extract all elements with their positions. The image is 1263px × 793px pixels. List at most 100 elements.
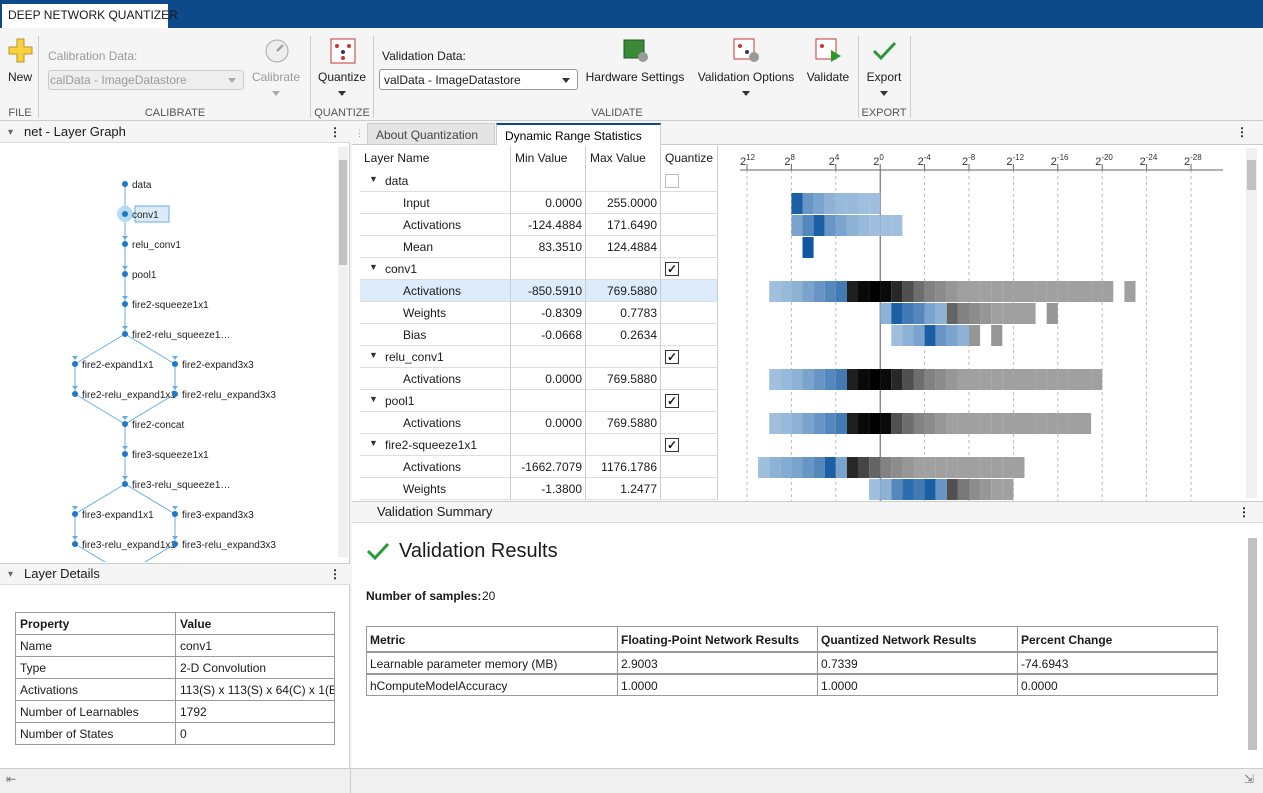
table-cell: [661, 368, 718, 390]
node-label: fire2-squeeze1x1: [132, 300, 209, 311]
validate-icon[interactable]: [815, 38, 843, 64]
validation-cell: 0.0000: [1017, 674, 1218, 696]
scrollbar[interactable]: [1248, 538, 1257, 750]
details-cell: Name: [15, 634, 176, 657]
table-cell: [586, 170, 661, 192]
table-cell: [360, 236, 511, 258]
hist-bin: [869, 479, 880, 500]
validation-cell: 1.0000: [617, 674, 818, 696]
graph-node[interactable]: [122, 271, 128, 277]
expander[interactable]: ▼: [369, 262, 378, 272]
graph-node[interactable]: [122, 481, 128, 487]
status-bar: [0, 768, 1263, 793]
column-header[interactable]: Max Value: [586, 146, 661, 171]
graph-node[interactable]: [122, 451, 128, 457]
hist-bin: [791, 457, 802, 478]
edge-arrow: [122, 416, 128, 420]
hist-bin: [1058, 369, 1069, 390]
quantize-checkbox[interactable]: ✓: [665, 394, 679, 408]
graph-node[interactable]: [72, 511, 78, 517]
hardware-icon[interactable]: [622, 38, 650, 64]
quantize-checkbox[interactable]: [665, 174, 679, 188]
validation-cell: hComputeModelAccuracy: [366, 674, 618, 696]
node-label: fire3-relu_expand3x3: [182, 540, 276, 551]
hist-bin: [803, 369, 814, 390]
expander[interactable]: ▼: [369, 394, 378, 404]
table-cell: [511, 258, 586, 280]
validation-cell: Learnable parameter memory (MB): [366, 652, 618, 674]
layer-name: data: [385, 174, 408, 188]
hist-bin: [803, 193, 814, 214]
hist-bin: [825, 193, 836, 214]
calibrate-icon[interactable]: [264, 38, 290, 64]
min-value: -0.0668: [511, 328, 582, 342]
min-value: -0.8309: [511, 306, 582, 320]
validation-options-icon[interactable]: [733, 38, 761, 64]
expander[interactable]: ▼: [369, 174, 378, 184]
graph-node[interactable]: [122, 181, 128, 187]
hist-bin: [914, 457, 925, 478]
node-label: fire2-relu_expand3x3: [182, 390, 276, 401]
node-label: fire3-relu_squeeze1…: [132, 480, 230, 491]
quantize-checkbox[interactable]: ✓: [665, 438, 679, 452]
hist-bin: [869, 457, 880, 478]
node-label: pool1: [132, 270, 157, 281]
layer-name: Activations: [403, 284, 461, 298]
tab[interactable]: About Quantization: [367, 123, 495, 145]
quantize-checkbox[interactable]: ✓: [665, 350, 679, 364]
quantize-icon[interactable]: [330, 38, 356, 64]
scrollbar[interactable]: [1246, 148, 1257, 498]
export-icon[interactable]: [872, 40, 898, 62]
graph-node[interactable]: [172, 361, 178, 367]
export-button[interactable]: Export: [814, 70, 954, 84]
graph-node[interactable]: [122, 241, 128, 247]
graph-node[interactable]: [122, 301, 128, 307]
expander[interactable]: ▼: [369, 438, 378, 448]
hist-bin: [936, 369, 947, 390]
hist-bin: [836, 215, 847, 236]
min-value: 0.0000: [511, 372, 582, 386]
layer-name: relu_conv1: [385, 350, 444, 364]
tab[interactable]: Dynamic Range Statistics: [496, 123, 661, 145]
hist-bin: [925, 281, 936, 302]
graph-node[interactable]: [122, 331, 128, 337]
caret: [880, 91, 888, 96]
column-header[interactable]: Quantize: [661, 146, 718, 171]
hist-bin: [1013, 281, 1024, 302]
table-cell: [586, 390, 661, 412]
hist-bin: [1013, 369, 1024, 390]
table-cell: [661, 478, 718, 500]
min-value: -1.3800: [511, 482, 582, 496]
scroll-thumb[interactable]: [1247, 160, 1256, 190]
max-value: 255.0000: [586, 196, 657, 210]
quantize-checkbox[interactable]: ✓: [665, 262, 679, 276]
hist-bin: [902, 325, 913, 346]
graph-node[interactable]: [72, 391, 78, 397]
new-icon[interactable]: [8, 38, 34, 64]
hist-bin: [869, 369, 880, 390]
hist-tick-label: 2-24: [1140, 153, 1158, 168]
hist-bin: [936, 457, 947, 478]
hist-bin: [1013, 457, 1024, 478]
hist-bin: [902, 457, 913, 478]
hist-bin: [969, 413, 980, 434]
hist-bin: [869, 413, 880, 434]
hist-bin: [769, 281, 780, 302]
graph-node[interactable]: [72, 541, 78, 547]
scroll-thumb[interactable]: [339, 160, 347, 265]
graph-node[interactable]: [122, 211, 128, 217]
hist-bin: [1025, 413, 1036, 434]
hist-bin: [991, 281, 1002, 302]
graph-node[interactable]: [72, 361, 78, 367]
hist-bin: [825, 413, 836, 434]
column-header[interactable]: Layer Name: [360, 146, 511, 171]
hist-bin: [1058, 413, 1069, 434]
graph-node[interactable]: [172, 391, 178, 397]
column-header[interactable]: Min Value: [511, 146, 586, 171]
node-label: conv1: [132, 210, 159, 221]
graph-node[interactable]: [172, 511, 178, 517]
hist-bin: [791, 281, 802, 302]
graph-node[interactable]: [172, 541, 178, 547]
graph-node[interactable]: [122, 421, 128, 427]
expander[interactable]: ▼: [369, 350, 378, 360]
